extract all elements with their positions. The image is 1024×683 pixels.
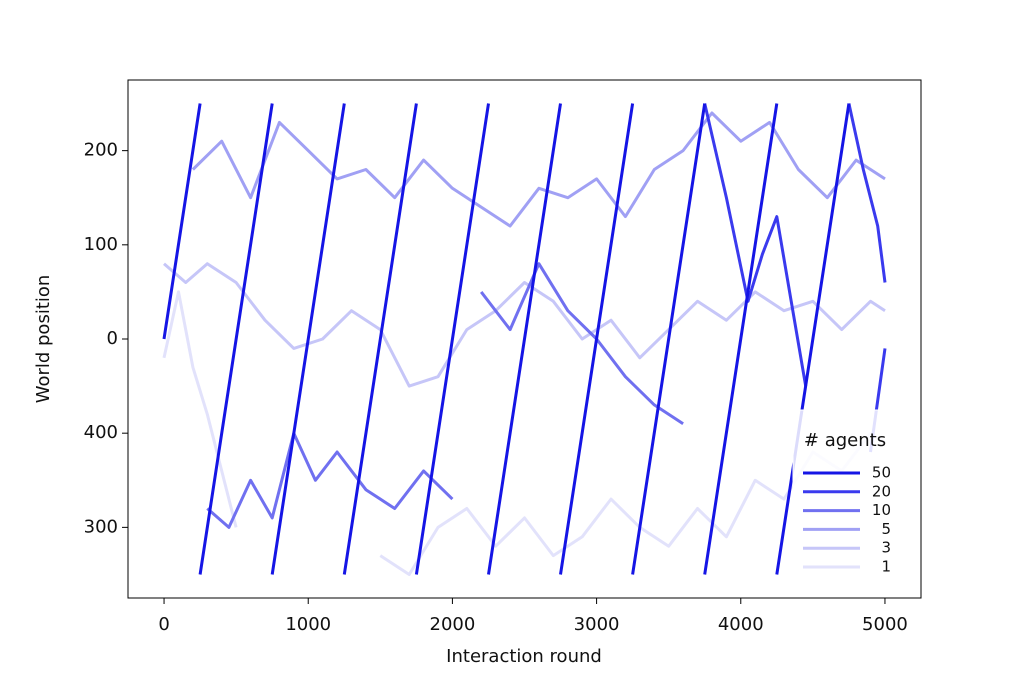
x-axis-label: Interaction round [446,646,602,667]
x-tick-label: 0 [158,614,169,635]
legend-label: 10 [872,501,891,519]
x-tick-label: 3000 [574,614,620,635]
y-tick-label: 300 [84,516,118,537]
series-line [163,262,886,388]
y-tick-label: 400 [84,422,118,443]
x-tick-label: 5000 [862,614,908,635]
legend-label: 50 [872,464,891,482]
x-tick-label: 2000 [430,614,476,635]
series-line [206,262,684,529]
legend-title: # agents [804,430,886,451]
series-line [162,103,851,575]
legend-label: 3 [881,539,891,557]
x-tick-label: 1000 [285,614,331,635]
series-line [191,111,886,228]
y-axis-label: World position [33,275,54,404]
y-tick-label: 100 [84,234,118,255]
y-tick-label: 0 [107,328,118,349]
legend-label: 20 [872,482,891,500]
x-tick-label: 4000 [718,614,764,635]
legend-box [792,409,894,583]
legend-label: 1 [881,558,891,576]
legend-label: 5 [881,520,891,538]
y-tick-label: 200 [84,140,118,161]
